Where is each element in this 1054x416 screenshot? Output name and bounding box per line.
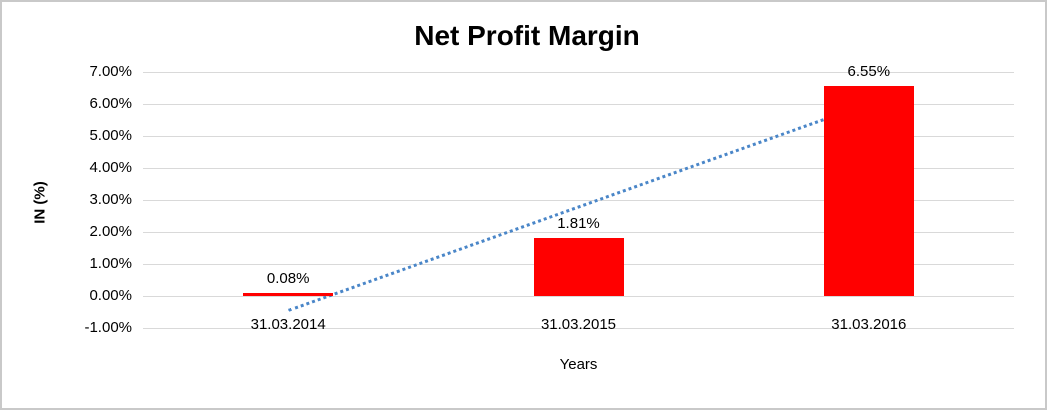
bar-value-label: 1.81% xyxy=(557,215,600,233)
bar-31.03.2015 xyxy=(533,238,624,296)
category-label: 31.03.2016 xyxy=(831,316,907,333)
y-tick-label: 7.00% xyxy=(89,63,132,80)
x-axis-title: Years xyxy=(559,356,598,373)
y-tick-label: 4.00% xyxy=(89,159,132,176)
category-label: 31.03.2014 xyxy=(250,316,326,333)
gridline xyxy=(143,104,1014,105)
bar-31.03.2016 xyxy=(823,86,914,296)
y-tick-label: 3.00% xyxy=(89,191,132,208)
y-tick-label: 5.00% xyxy=(89,127,132,144)
y-tick-label: -1.00% xyxy=(84,319,132,336)
y-tick-label: 6.00% xyxy=(89,95,132,112)
gridline xyxy=(143,296,1014,297)
gridline xyxy=(143,232,1014,233)
y-tick-label: 0.00% xyxy=(89,287,132,304)
bar-31.03.2014 xyxy=(243,293,334,296)
bar-value-label: 0.08% xyxy=(266,270,310,288)
gridline xyxy=(143,72,1014,73)
category-label: 31.03.2015 xyxy=(540,316,617,333)
y-tick-label: 1.00% xyxy=(89,255,132,272)
gridline xyxy=(143,328,1014,329)
chart-title: Net Profit Margin xyxy=(414,20,640,51)
gridline xyxy=(143,200,1014,201)
gridline xyxy=(143,136,1014,137)
plot-area: 0.08% 31.03.2014 1.81% 31.03.2015 6.55% 31.03… xyxy=(143,63,1014,333)
y-tick-label: 2.00% xyxy=(89,223,132,240)
gridline xyxy=(143,168,1014,169)
bar-value-label: 6.55% xyxy=(847,63,891,81)
